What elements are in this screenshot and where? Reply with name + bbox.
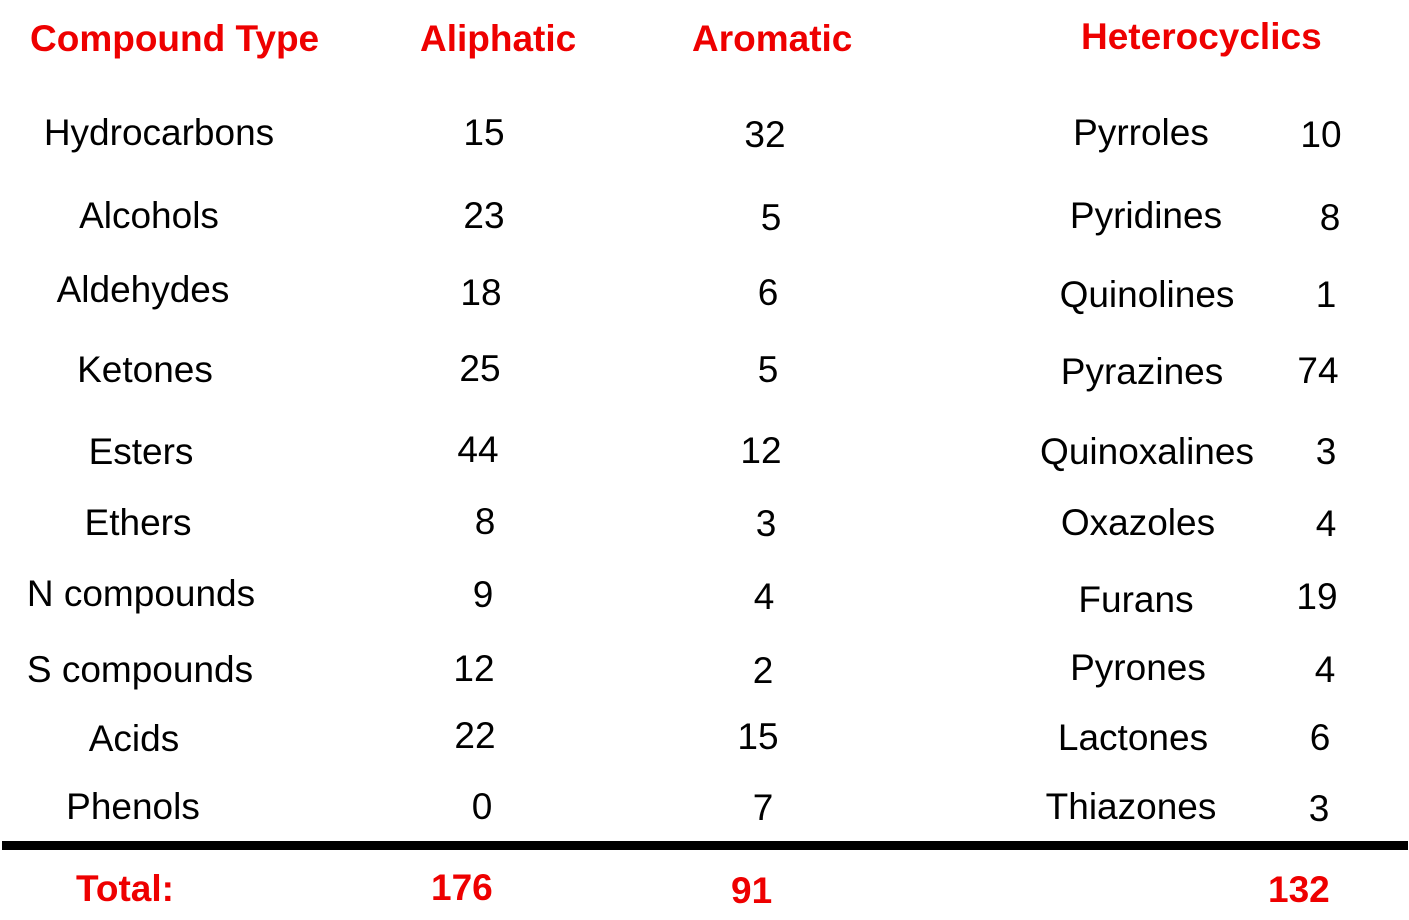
row-hetero-count-pyrazines: 74 [1297, 350, 1339, 391]
row-aliphatic-acids: 22 [454, 715, 496, 756]
row-aliphatic-ketones: 25 [459, 348, 501, 389]
row-hetero-name-pyrroles: Pyrroles [1073, 112, 1209, 153]
row-type-phenols: Phenols [66, 786, 200, 827]
total-aromatic: 91 [731, 870, 773, 911]
row-hetero-name-pyrazines: Pyrazines [1060, 351, 1224, 392]
total-label: Total: [76, 868, 174, 909]
row-type-s-compounds: S compounds [26, 649, 254, 690]
header-aliphatic: Aliphatic [420, 18, 577, 59]
total-aliphatic: 176 [431, 867, 493, 908]
row-aliphatic-ethers: 8 [474, 501, 496, 542]
row-aliphatic-hydrocarbons: 15 [463, 112, 505, 153]
row-hetero-name-lactones: Lactones [1057, 717, 1209, 758]
row-aliphatic-esters: 44 [457, 429, 499, 470]
row-hetero-name-oxazoles: Oxazoles [1060, 502, 1216, 543]
row-aromatic-n-compounds: 4 [753, 576, 775, 617]
row-type-aldehydes: Aldehydes [56, 269, 230, 310]
row-hetero-count-quinolines: 1 [1315, 274, 1337, 315]
row-aromatic-phenols: 7 [752, 787, 774, 828]
row-hetero-count-pyrones: 4 [1314, 649, 1336, 690]
row-aromatic-ethers: 3 [755, 503, 777, 544]
row-type-alcohols: Alcohols [79, 195, 219, 236]
total-divider-rule [2, 841, 1408, 850]
row-hetero-count-pyridines: 8 [1319, 197, 1341, 238]
row-aromatic-acids: 15 [737, 716, 779, 757]
row-aromatic-aldehydes: 6 [757, 272, 779, 313]
row-aliphatic-s-compounds: 12 [453, 648, 495, 689]
row-hetero-count-furans: 19 [1296, 576, 1338, 617]
row-type-hydrocarbons: Hydrocarbons [43, 112, 275, 153]
row-hetero-name-pyridines: Pyridines [1069, 195, 1223, 236]
row-hetero-count-lactones: 6 [1309, 717, 1331, 758]
row-aliphatic-phenols: 0 [471, 786, 493, 827]
row-type-acids: Acids [88, 718, 180, 759]
row-aliphatic-n-compounds: 9 [472, 574, 494, 615]
row-hetero-name-thiazones: Thiazones [1045, 786, 1217, 827]
row-type-n-compounds: N compounds [26, 573, 256, 614]
total-heterocyclics: 132 [1268, 869, 1330, 910]
row-aromatic-alcohols: 5 [760, 197, 782, 238]
row-aromatic-hydrocarbons: 32 [744, 114, 786, 155]
row-hetero-name-quinoxalines: Quinoxalines [1040, 431, 1254, 472]
row-hetero-name-pyrones: Pyrones [1070, 647, 1206, 688]
row-aliphatic-alcohols: 23 [463, 195, 505, 236]
row-type-ketones: Ketones [77, 349, 213, 390]
header-heterocyclics: Heterocyclics [1081, 16, 1322, 57]
row-hetero-count-oxazoles: 4 [1315, 503, 1337, 544]
row-hetero-name-furans: Furans [1078, 579, 1194, 620]
header-aromatic: Aromatic [692, 18, 853, 59]
row-hetero-count-thiazones: 3 [1308, 788, 1330, 829]
row-aromatic-ketones: 5 [757, 349, 779, 390]
row-hetero-count-quinoxalines: 3 [1315, 431, 1337, 472]
row-aliphatic-aldehydes: 18 [460, 272, 502, 313]
row-aromatic-s-compounds: 2 [752, 650, 774, 691]
row-type-esters: Esters [88, 431, 194, 472]
row-type-ethers: Ethers [84, 502, 192, 543]
row-hetero-count-pyrroles: 10 [1300, 114, 1342, 155]
row-aromatic-esters: 12 [740, 430, 782, 471]
header-compound-type: Compound Type [30, 18, 320, 59]
row-hetero-name-quinolines: Quinolines [1059, 274, 1235, 315]
